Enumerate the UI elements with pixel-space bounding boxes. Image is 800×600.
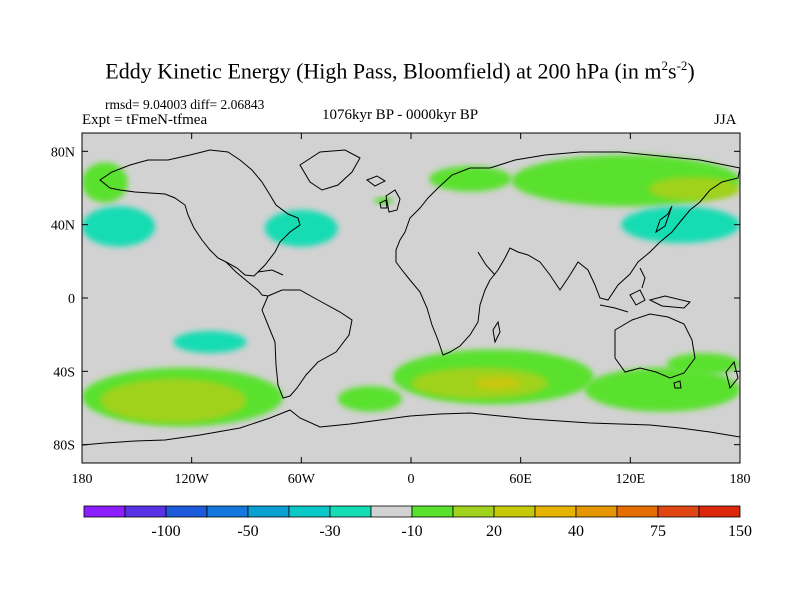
y-tick-label: 40S (53, 365, 75, 380)
colorbar-label: -50 (237, 523, 258, 540)
period-label: 1076kyr BP - 0000kyr BP (321, 107, 479, 123)
y-tick-label: 0 (68, 292, 75, 307)
colorbar-swatch (534, 505, 577, 518)
field-region-green (82, 162, 128, 203)
season-label: JJA (714, 112, 737, 128)
plot-title: Eddy Kinetic Energy (High Pass, Bloomfie… (0, 58, 800, 84)
colorbar-swatch (247, 505, 290, 518)
title-unit-close: ) (687, 58, 695, 84)
coastline-layer (82, 149, 740, 446)
experiment-label: Expt = tFmeN-tfmea (82, 112, 208, 128)
field-layer (82, 155, 740, 427)
field-region-green (337, 386, 402, 412)
colorbar-swatch (83, 505, 126, 518)
colorbar-label: -100 (151, 523, 180, 540)
colorbar-swatch (370, 505, 413, 518)
field-region-teal (621, 206, 740, 244)
x-tick-label: 60W (288, 472, 316, 487)
title-text: Eddy Kinetic Energy (High Pass, Bloomfie… (105, 58, 662, 84)
x-tick-label: 120W (175, 472, 210, 487)
colorbar-swatch (698, 505, 741, 518)
y-axis: 80N 40N 0 40S 80S (51, 145, 740, 454)
colorbar-swatch (329, 505, 372, 518)
y-tick-label: 80N (51, 145, 75, 160)
field-region-teal (264, 210, 338, 247)
title-unit-exponent-2: -2 (676, 58, 688, 73)
field-region-olive (474, 376, 521, 390)
colorbar-swatch (206, 505, 249, 518)
x-tick-label: 0 (408, 472, 415, 487)
colorbar-label: -10 (401, 523, 422, 540)
field-region-green (584, 367, 740, 412)
colorbar-label: 75 (650, 523, 666, 540)
colorbar-label: 40 (568, 523, 584, 540)
field-region-green (666, 353, 740, 375)
field-region-green (429, 166, 512, 192)
stats-label: rmsd= 9.04003 diff= 2.06843 (105, 97, 265, 112)
colorbar-label: 20 (486, 523, 502, 540)
field-region-yellowgreen (100, 378, 247, 423)
title-unit-exponent-1: 2 (661, 58, 669, 73)
colorbar-label: 150 (728, 523, 752, 540)
colorbar-swatch (575, 505, 618, 518)
title-unit-mid: s (668, 58, 677, 84)
y-tick-label: 80S (53, 439, 75, 454)
colorbar-swatch (288, 505, 331, 518)
x-tick-label: 120E (616, 472, 646, 487)
colorbar-swatch (124, 505, 167, 518)
x-tick-label: 180 (72, 472, 93, 487)
colorbar: -100 -50 -30 -10 20 40 75 150 (83, 505, 752, 540)
field-region-teal (82, 206, 156, 247)
y-tick-label: 40N (51, 219, 75, 234)
field-region-teal (173, 331, 247, 353)
x-tick-label: 60E (509, 472, 532, 487)
colorbar-swatch (616, 505, 659, 518)
colorbar-swatch (411, 505, 454, 518)
colorbar-swatch (657, 505, 700, 518)
colorbar-swatch (165, 505, 208, 518)
field-region-yellowgreen (648, 177, 740, 201)
colorbar-swatch (452, 505, 495, 518)
x-axis: 180 120W 60W 0 60E 120E 180 (72, 133, 751, 487)
colorbar-swatch (493, 505, 536, 518)
colorbar-label: -30 (319, 523, 340, 540)
x-tick-label: 180 (730, 472, 751, 487)
